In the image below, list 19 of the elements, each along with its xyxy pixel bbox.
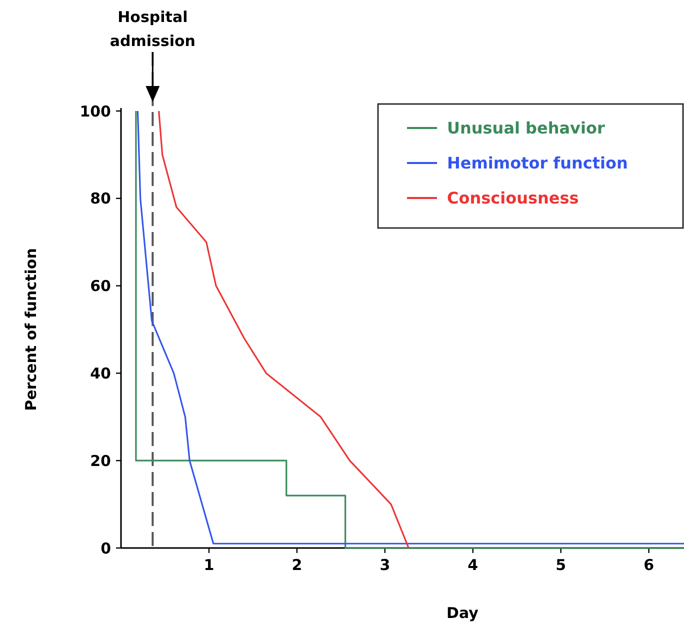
y-tick-label: 100	[80, 102, 111, 120]
x-tick-label: 4	[468, 556, 478, 574]
ref-line-label: Hospital admission	[110, 8, 196, 50]
line-series	[158, 110, 410, 549]
y-tick-label: 40	[90, 364, 111, 382]
x-tick-label: 3	[380, 556, 390, 574]
legend-label: Hemimotor function	[447, 154, 628, 173]
x-tick-label: 2	[292, 556, 302, 574]
x-axis-title: Day	[446, 604, 479, 622]
y-tick-label: 0	[100, 539, 111, 558]
legend-label: Consciousness	[447, 188, 579, 208]
y-tick-label: 60	[90, 277, 111, 296]
y-tick-label: 20	[90, 452, 111, 470]
x-tick-label: 1	[204, 556, 214, 574]
x-tick-label: 6	[644, 556, 654, 574]
y-tick-label: 80	[90, 190, 111, 208]
legend-label: Unusual behavior	[447, 118, 605, 138]
x-tick-label: 5	[556, 556, 566, 574]
y-axis-title: Percent of function	[22, 248, 40, 411]
